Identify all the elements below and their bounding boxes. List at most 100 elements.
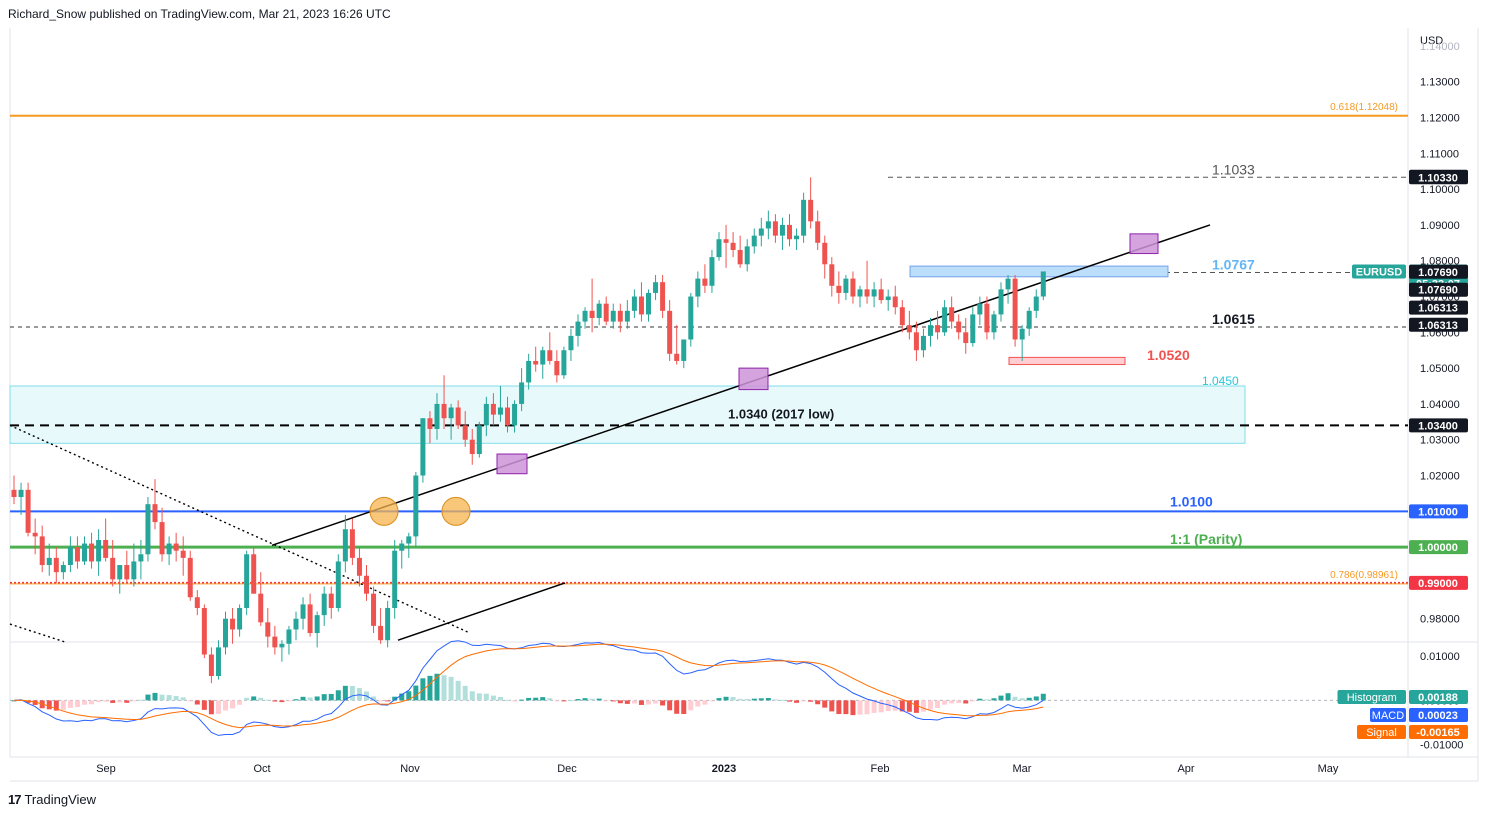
candle-body	[392, 550, 398, 608]
macd-histogram-bar	[371, 696, 377, 701]
candle-body	[928, 325, 933, 336]
macd-histogram-bar	[730, 697, 736, 701]
macd-histogram-bar	[258, 697, 264, 701]
macd-histogram-bar	[653, 700, 659, 704]
macd-histogram-bar	[89, 700, 95, 705]
time-tick: Sep	[96, 763, 116, 775]
price-tag: 1.06313	[1418, 303, 1458, 315]
candle-body	[180, 550, 186, 558]
macd-histogram-bar	[152, 692, 158, 701]
macd-histogram-bar	[82, 700, 87, 705]
currency-label: USD	[1420, 35, 1443, 47]
symbol-tag: EURUSD	[1356, 266, 1403, 278]
candle-body	[596, 303, 602, 318]
macd-histogram-bar	[103, 700, 109, 702]
candle-body	[258, 593, 264, 623]
candle-body	[371, 593, 377, 626]
candle-body	[589, 310, 595, 318]
macd-histogram-bar	[1019, 698, 1025, 701]
macd-histogram-bar	[307, 697, 313, 701]
price-tag: 1.10330	[1418, 172, 1458, 184]
candle-body	[117, 565, 123, 580]
candle-body	[660, 282, 666, 311]
macd-histogram-bar	[836, 700, 842, 715]
candle-body	[758, 228, 764, 236]
price-tag: 1.00000	[1418, 542, 1458, 554]
macd-histogram-bar	[272, 700, 278, 702]
macd-histogram-bar	[540, 697, 546, 701]
candle-body	[307, 604, 313, 634]
candle-body	[808, 199, 814, 222]
tradingview-brand[interactable]: 17 TradingView	[8, 792, 96, 807]
macd-histogram-bar	[751, 698, 757, 701]
candle-body	[674, 353, 680, 361]
candle-body	[942, 307, 948, 333]
candle-body	[737, 249, 743, 265]
lower-channel-line	[397, 582, 566, 641]
candle-body	[328, 593, 334, 608]
candle-body	[223, 618, 228, 648]
price-tag: 0.99000	[1418, 578, 1458, 590]
candle-body	[230, 618, 236, 630]
macd-histogram-bar	[173, 696, 179, 701]
candle-body	[173, 543, 179, 551]
macd-histogram-bar	[984, 699, 990, 701]
macd-histogram-bar	[497, 696, 503, 701]
price-tick: 1.09000	[1420, 220, 1460, 232]
macd-histogram-bar	[638, 700, 644, 705]
candle-body	[364, 575, 369, 594]
macd-histogram-bar	[963, 700, 969, 704]
macd-histogram-bar	[314, 696, 320, 701]
candle-body	[610, 310, 616, 322]
macd-tick: -0.01000	[1420, 740, 1463, 752]
macd-histogram-bar	[688, 700, 694, 711]
candle-body	[716, 239, 722, 258]
candle-body	[293, 618, 299, 630]
macd-histogram-bar	[695, 700, 701, 707]
macd-histogram-bar	[899, 700, 905, 712]
macd-histogram-bar	[928, 700, 933, 710]
macd-histogram-bar	[779, 699, 785, 701]
macd-legend-label-bg	[1357, 725, 1406, 739]
level-2017-low-label: 1.0340 (2017 low)	[728, 406, 834, 421]
price-tick: 1.02000	[1420, 471, 1460, 483]
candle-body	[956, 321, 962, 333]
macd-histogram-bar	[166, 695, 172, 701]
macd-histogram-bar	[568, 700, 574, 702]
macd-histogram-bar	[187, 700, 193, 702]
candle-body	[695, 278, 701, 297]
candle-body	[413, 475, 419, 537]
macd-histogram-bar	[575, 699, 581, 701]
candle-body	[1005, 278, 1011, 290]
macd-histogram-bar	[60, 700, 66, 711]
candle-body	[279, 643, 285, 648]
macd-histogram-bar	[624, 700, 630, 704]
candle-body	[998, 289, 1004, 315]
macd-histogram-bar	[293, 699, 299, 701]
candle-body	[864, 289, 870, 297]
candle-body	[547, 350, 553, 361]
candle-body	[779, 224, 785, 236]
time-tick: May	[1318, 763, 1339, 775]
macd-legend-value: -0.00165	[1416, 727, 1459, 739]
price-tick: 1.11000	[1420, 148, 1459, 160]
level-1076-label: 1.0767	[1212, 257, 1255, 273]
macd-histogram-bar	[998, 695, 1004, 701]
candle-body	[533, 360, 539, 365]
macd-histogram-bar	[1026, 697, 1032, 701]
macd-histogram-bar	[892, 700, 898, 711]
macd-histogram-bar	[589, 698, 595, 701]
macd-histogram-bar	[110, 700, 116, 703]
candle-body	[617, 310, 623, 322]
macd-histogram-bar	[949, 700, 955, 704]
macd-histogram-bar	[441, 675, 447, 701]
macd-histogram-bar	[920, 700, 926, 712]
candle-body	[638, 296, 644, 315]
macd-histogram-bar	[223, 700, 228, 711]
price-tag: 1.07690	[1418, 267, 1458, 279]
macd-histogram-bar	[596, 698, 602, 701]
macd-histogram-bar	[561, 700, 567, 702]
macd-histogram-bar	[878, 700, 884, 713]
macd-histogram-bar	[406, 691, 412, 701]
